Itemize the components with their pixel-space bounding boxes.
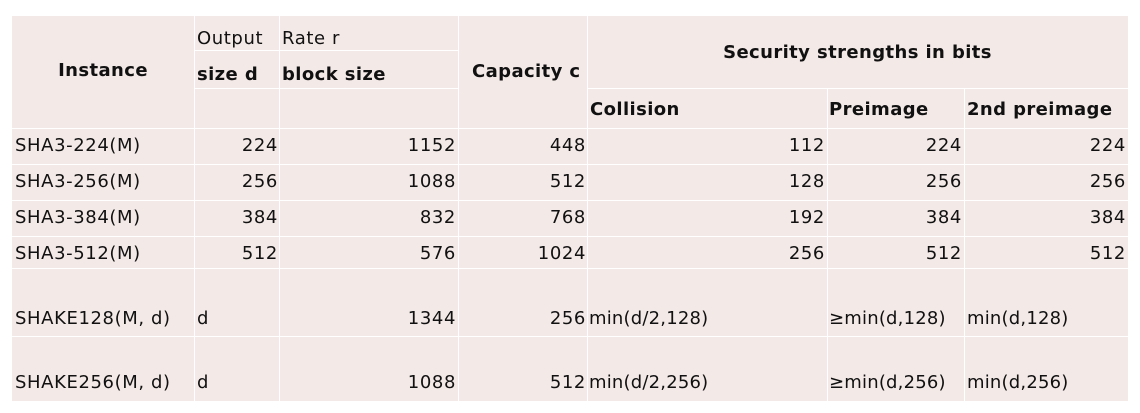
row-collision: 128 (788, 171, 825, 192)
header-rate-line1: Rate r (282, 28, 340, 49)
grid-line (12, 268, 1128, 269)
grid-line (587, 16, 588, 401)
header-instance: Instance (58, 60, 148, 81)
row-second-preimage: min(d,256) (967, 372, 1069, 393)
row-rate: 576 (419, 243, 456, 264)
grid-line (12, 236, 1128, 237)
header-rate-line2: block size (282, 64, 386, 85)
grid-line (194, 88, 458, 89)
row-rate: 1344 (407, 308, 456, 329)
row-instance: SHAKE128(M, d) (15, 308, 171, 329)
row-output-size: 384 (241, 207, 278, 228)
row-preimage: 512 (925, 243, 962, 264)
row-rate: 832 (419, 207, 456, 228)
row-second-preimage: 384 (1089, 207, 1126, 228)
row-rate: 1088 (407, 372, 456, 393)
row-collision: min(d/2,128) (589, 308, 709, 329)
grid-line (279, 16, 280, 401)
row-instance: SHA3-256(M) (15, 171, 141, 192)
row-output-size: 512 (241, 243, 278, 264)
row-second-preimage: 256 (1089, 171, 1126, 192)
grid-line (12, 200, 1128, 201)
row-instance: SHA3-384(M) (15, 207, 141, 228)
grid-line (194, 50, 458, 51)
grid-line (827, 88, 828, 401)
sha3-parameters-table: Instance Output size d Rate r block size… (12, 16, 1128, 401)
header-collision: Collision (590, 99, 680, 120)
row-rate: 1152 (407, 135, 456, 156)
row-capacity: 256 (549, 308, 586, 329)
header-preimage: Preimage (829, 99, 929, 120)
header-output-line1: Output (197, 28, 264, 49)
row-instance: SHA3-512(M) (15, 243, 141, 264)
row-collision: min(d/2,256) (589, 372, 709, 393)
header-second-preimage: 2nd preimage (967, 99, 1113, 120)
row-preimage: 224 (925, 135, 962, 156)
grid-line (12, 336, 1128, 337)
header-capacity: Capacity c (472, 61, 581, 82)
grid-line (458, 16, 459, 401)
grid-line (12, 164, 1128, 165)
row-capacity: 512 (549, 372, 586, 393)
row-collision: 192 (788, 207, 825, 228)
grid-line (587, 88, 1128, 89)
row-output-size: 224 (241, 135, 278, 156)
header-security-strengths: Security strengths in bits (723, 42, 992, 63)
grid-line (964, 88, 965, 401)
row-instance: SHAKE256(M, d) (15, 372, 171, 393)
row-preimage: ≥min(d,256) (829, 372, 946, 393)
row-output-size: d (197, 372, 210, 393)
header-output-line2: size d (197, 64, 259, 85)
row-capacity: 1024 (537, 243, 586, 264)
row-collision: 256 (788, 243, 825, 264)
row-capacity: 512 (549, 171, 586, 192)
row-preimage: 256 (925, 171, 962, 192)
row-capacity: 448 (549, 135, 586, 156)
row-rate: 1088 (407, 171, 456, 192)
row-output-size: 256 (241, 171, 278, 192)
row-preimage: 384 (925, 207, 962, 228)
row-capacity: 768 (549, 207, 586, 228)
row-output-size: d (197, 308, 210, 329)
row-instance: SHA3-224(M) (15, 135, 141, 156)
grid-line (12, 128, 1128, 129)
row-preimage: ≥min(d,128) (829, 308, 946, 329)
row-second-preimage: 224 (1089, 135, 1126, 156)
row-second-preimage: min(d,128) (967, 308, 1069, 329)
row-collision: 112 (788, 135, 825, 156)
row-second-preimage: 512 (1089, 243, 1126, 264)
grid-line (194, 16, 195, 401)
